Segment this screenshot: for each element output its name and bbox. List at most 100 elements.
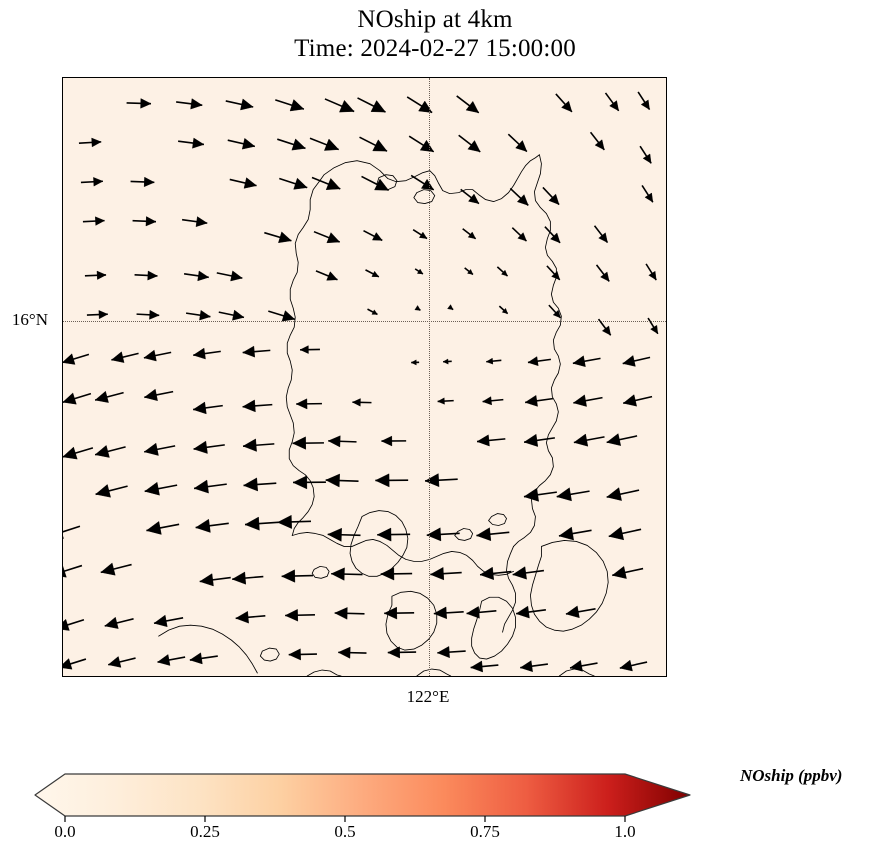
wind-arrow-head [419, 101, 433, 113]
wind-arrow-head [480, 567, 494, 580]
wind-arrow-head [282, 570, 295, 583]
wind-arrow-head [612, 566, 626, 578]
wind-arrow-head [610, 101, 619, 111]
wind-arrow-head [468, 140, 480, 151]
wind-arrow-head [415, 305, 421, 310]
coastline [503, 546, 516, 632]
wind-arrow-head [327, 272, 338, 281]
wind-arrow-head [101, 563, 115, 575]
wind-arrow-head [293, 476, 307, 489]
wind-arrow-head [293, 437, 306, 450]
wind-arrow-head [557, 488, 572, 501]
wind-arrow-head [244, 478, 258, 491]
wind-arrow-head [327, 233, 340, 243]
wind-arrow-head [105, 617, 119, 628]
wind-arrow-head [243, 346, 255, 357]
wind-arrow-head [566, 606, 579, 618]
wind-arrow-head [148, 271, 158, 280]
wind-arrow-head [193, 402, 206, 414]
wind-arrow-head [92, 138, 102, 147]
wind-arrow-head [242, 138, 255, 149]
wind-arrow-head [524, 434, 538, 446]
colorbar-tick-label-0: 0.0 [54, 822, 75, 842]
map-axes [62, 77, 667, 677]
wind-arrow-head [108, 656, 121, 667]
wind-arrow-head [649, 271, 656, 280]
coastline [530, 540, 608, 631]
wind-arrow-head [99, 310, 108, 318]
wind-arrow-head [430, 567, 443, 580]
wind-arrow-head [97, 271, 106, 279]
colorbar-label: NOship (ppbv) [740, 766, 842, 786]
wind-arrow-head [146, 521, 161, 534]
wind-arrow-head [476, 528, 490, 541]
wind-arrow-head [573, 395, 586, 407]
wind-arrow-head [516, 606, 529, 618]
colorbar-tick-label-1: 0.25 [190, 822, 220, 842]
wind-arrow-head [573, 356, 586, 367]
wind-arrow-head [645, 193, 653, 202]
wind-arrow-head [574, 434, 588, 446]
wind-arrow-head [377, 528, 391, 541]
wind-arrow-head [381, 436, 391, 446]
wind-arrow-head [196, 217, 207, 227]
wind-arrow-head [196, 519, 211, 532]
wind-arrow-head [194, 441, 208, 453]
wind-arrow-head [483, 397, 492, 405]
wind-arrow-head [513, 567, 527, 580]
wind-arrow-head [525, 395, 537, 406]
wind-arrow-head [607, 434, 621, 446]
coastline [312, 566, 329, 578]
wind-arrow-head [141, 99, 151, 109]
wind-arrow-head [96, 484, 111, 497]
coastline [159, 625, 258, 673]
wind-arrow-head [427, 528, 441, 541]
wind-arrow-shaft [63, 566, 82, 576]
wind-arrow-head [111, 352, 124, 363]
colorbar-gradient [35, 774, 690, 816]
wind-arrow-head [607, 488, 622, 501]
coastline [514, 155, 562, 547]
wind-arrow-head [434, 607, 447, 619]
wind-arrow-head [240, 99, 253, 110]
wind-arrow-head [620, 660, 633, 671]
wind-arrow-head [602, 326, 610, 335]
wind-arrow-head [643, 154, 651, 163]
wind-arrow-head [144, 389, 157, 401]
title-line-2: Time: 2024-02-27 15:00:00 [0, 35, 870, 64]
colorbar-tick-label-4: 1.0 [614, 822, 635, 842]
wind-arrow-head [289, 649, 301, 660]
wind-arrow-head [144, 350, 156, 361]
wind-arrow-head [467, 606, 480, 618]
wind-arrow-head [375, 474, 389, 487]
wind-arrow-head [154, 615, 167, 627]
chart-title: NOship at 4km Time: 2024-02-27 15:00:00 [0, 6, 870, 63]
wind-arrow-head [144, 443, 158, 455]
wind-arrow-head [245, 517, 259, 530]
wind-arrow-head [194, 480, 209, 493]
wind-arrow-head [335, 607, 348, 619]
coastline [260, 648, 279, 661]
coastline [292, 532, 513, 575]
wind-arrow-head [231, 271, 243, 281]
coastline-layer [159, 155, 609, 676]
wind-arrow-head [192, 138, 204, 148]
wind-arrow-head [528, 357, 538, 366]
wind-arrow-head [601, 272, 610, 281]
wind-arrow-head [95, 391, 108, 402]
wind-arrow-head [381, 568, 394, 581]
wind-arrow-head [641, 100, 649, 110]
wind-arrow-head [471, 661, 483, 672]
wind-arrow-head [296, 399, 307, 409]
wind-arrow-head [145, 482, 160, 495]
wind-arrow-head [290, 100, 304, 111]
lon-tick-label-122e: 122°E [407, 687, 450, 707]
coastline [319, 155, 539, 202]
wind-arrow-head [623, 395, 636, 407]
wind-arrow-head [595, 140, 604, 150]
coastline [414, 190, 435, 204]
coastline [417, 669, 451, 676]
wind-arrow-head [468, 194, 478, 204]
title-line-1: NOship at 4km [0, 6, 870, 35]
wind-arrow-head [146, 217, 156, 226]
